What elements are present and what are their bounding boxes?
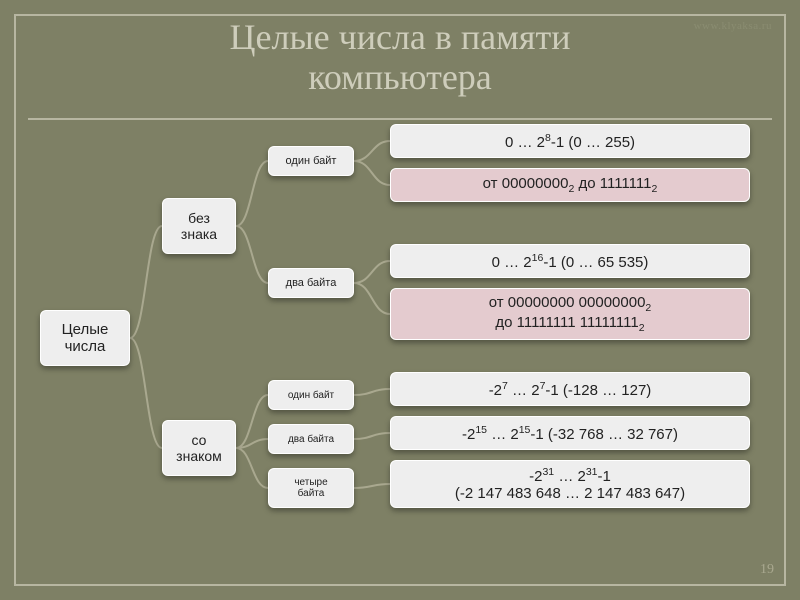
node-label-root: Целыечисла bbox=[45, 321, 125, 355]
node-label-u1byte: один байт bbox=[273, 155, 349, 167]
node-label-u2byte: два байта bbox=[273, 277, 349, 289]
node-s2byte: два байта bbox=[268, 424, 354, 454]
title-underline bbox=[28, 118, 772, 120]
node-s1byte: один байт bbox=[268, 380, 354, 410]
title-line-2: компьютера bbox=[308, 57, 492, 97]
node-label-u1range: 0 … 28-1 (0 … 255) bbox=[395, 132, 745, 151]
node-root: Целыечисла bbox=[40, 310, 130, 366]
watermark: www.klyaksa.ru bbox=[694, 20, 772, 32]
node-u1range: 0 … 28-1 (0 … 255) bbox=[390, 124, 750, 158]
node-s4byte: четыребайта bbox=[268, 468, 354, 508]
node-label-s2range: -215 … 215-1 (-32 768 … 32 767) bbox=[395, 424, 745, 443]
node-label-u2range: 0 … 216-1 (0 … 65 535) bbox=[395, 252, 745, 271]
slide-number: 19 bbox=[760, 562, 774, 578]
node-label-s4range: -231 … 231-1(-2 147 483 648 … 2 147 483 … bbox=[395, 466, 745, 502]
node-u2bin: от 00000000 000000002до 11111111 1111111… bbox=[390, 288, 750, 340]
slide-title: Целые числа в памяти компьютера bbox=[0, 18, 800, 97]
node-label-unsigned: беззнака bbox=[167, 210, 231, 242]
node-u2range: 0 … 216-1 (0 … 65 535) bbox=[390, 244, 750, 278]
node-s2range: -215 … 215-1 (-32 768 … 32 767) bbox=[390, 416, 750, 450]
node-label-u1bin: от 000000002 до 11111112 bbox=[395, 175, 745, 195]
node-label-signed: сознаком bbox=[167, 432, 231, 464]
node-s1range: -27 … 27-1 (-128 … 127) bbox=[390, 372, 750, 406]
node-unsigned: беззнака bbox=[162, 198, 236, 254]
node-label-s1range: -27 … 27-1 (-128 … 127) bbox=[395, 380, 745, 399]
title-line-1: Целые числа в памяти bbox=[230, 17, 571, 57]
node-u1bin: от 000000002 до 11111112 bbox=[390, 168, 750, 202]
node-u1byte: один байт bbox=[268, 146, 354, 176]
node-label-u2bin: от 00000000 000000002до 11111111 1111111… bbox=[395, 294, 745, 334]
node-label-s4byte: четыребайта bbox=[273, 477, 349, 499]
node-s4range: -231 … 231-1(-2 147 483 648 … 2 147 483 … bbox=[390, 460, 750, 508]
node-label-s2byte: два байта bbox=[273, 434, 349, 445]
node-signed: сознаком bbox=[162, 420, 236, 476]
node-u2byte: два байта bbox=[268, 268, 354, 298]
node-label-s1byte: один байт bbox=[273, 390, 349, 401]
